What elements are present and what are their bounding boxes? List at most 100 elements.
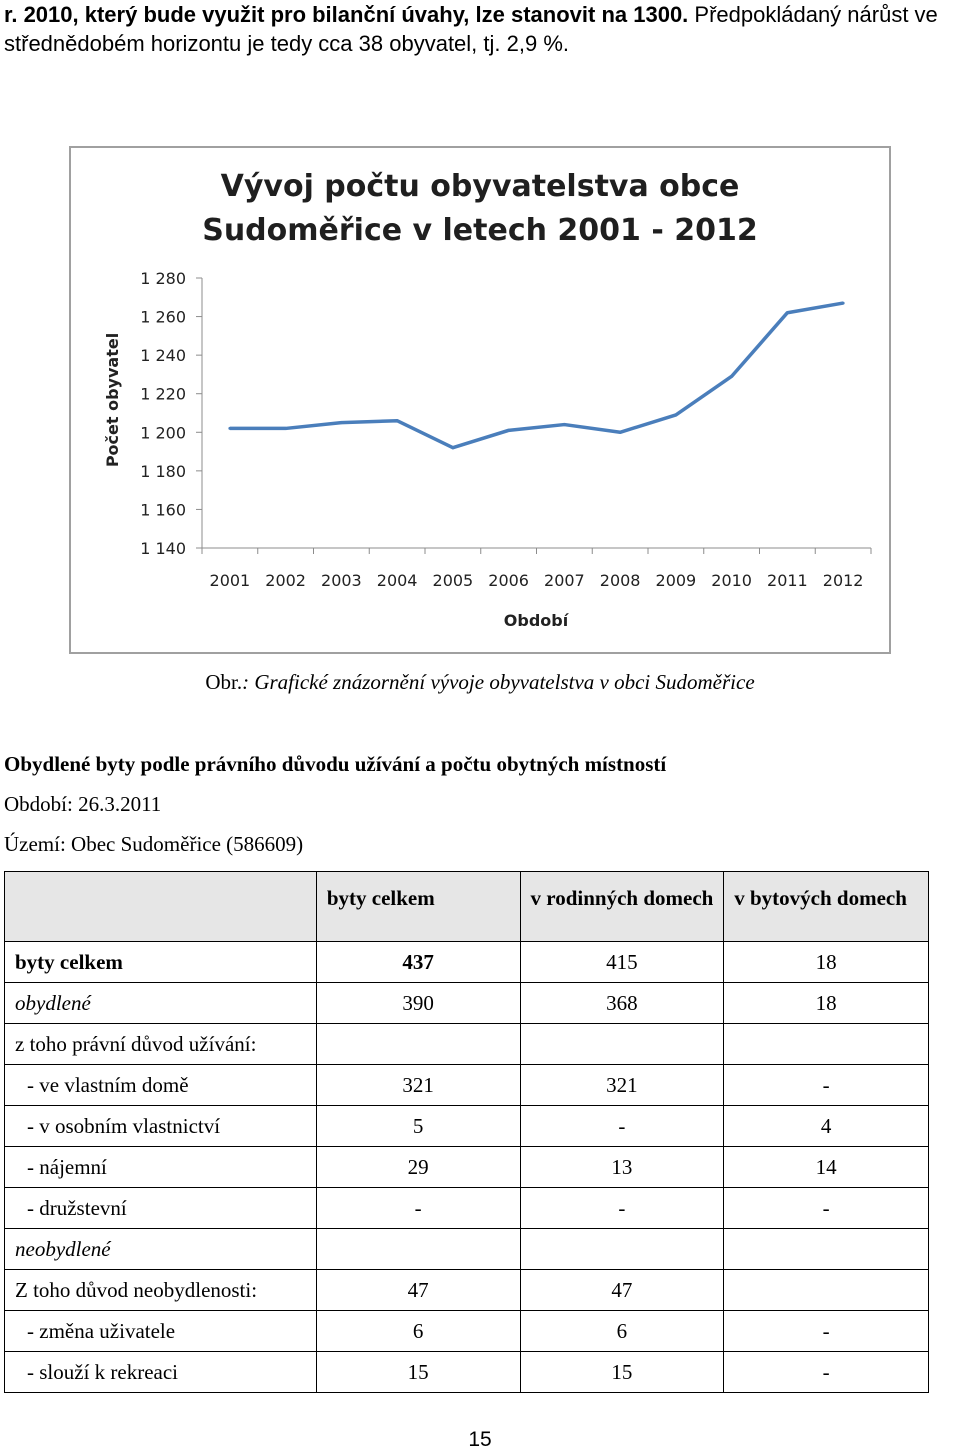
x-tick-label: 2001	[210, 571, 251, 590]
chart-title-line2: Sudoměřice v letech 2001 - 2012	[202, 213, 758, 248]
data-point	[228, 426, 232, 430]
caption-prefix: Obr.	[205, 670, 243, 694]
cell-family: 6	[519, 1310, 725, 1352]
table-row: - nájemní 29 13 14	[4, 1146, 929, 1188]
cell-total: 321	[315, 1064, 521, 1106]
x-tick-label: 2003	[321, 571, 362, 590]
table-row: - družstevní - - -	[4, 1187, 929, 1229]
table-row: obydlené 390 368 18	[4, 982, 929, 1024]
cell-family: 321	[519, 1064, 725, 1106]
data-point	[395, 419, 399, 423]
cell-family: 13	[519, 1146, 725, 1188]
cell-apartment: 18	[723, 941, 929, 983]
cell-total	[315, 1228, 521, 1270]
cell-family: 415	[519, 941, 725, 983]
cell-family: 368	[519, 982, 725, 1024]
figure-caption: Obr.: Grafické znázornění vývoje obyvate…	[0, 670, 960, 695]
intro-bold-text: r. 2010, který bude využit pro bilanční …	[4, 2, 689, 27]
x-tick-label: 2010	[711, 571, 752, 590]
table-row: - ve vlastním domě 321 321 -	[4, 1064, 929, 1106]
y-tick-label: 1 160	[140, 500, 186, 519]
cell-family: 15	[519, 1351, 725, 1393]
y-tick-label: 1 240	[140, 346, 186, 365]
table-header-row: byty celkem v rodinných domech v bytovýc…	[4, 871, 929, 942]
intro-paragraph: r. 2010, který bude využit pro bilanční …	[4, 0, 959, 58]
cell-apartment	[723, 1228, 929, 1270]
intro-text-rest: Předpokládaný nárůst ve	[688, 2, 938, 27]
cell-total: 5	[315, 1105, 521, 1147]
table-row: - v osobním vlastnictví 5 - 4	[4, 1105, 929, 1147]
cell-family	[519, 1228, 725, 1270]
x-tick-label: 2007	[544, 571, 585, 590]
cell-total: 47	[315, 1269, 521, 1311]
y-tick-label: 1 220	[140, 385, 186, 404]
row-label: - slouží k rekreaci	[4, 1351, 317, 1393]
cell-apartment: -	[723, 1187, 929, 1229]
data-point	[284, 426, 288, 430]
cell-total: -	[315, 1187, 521, 1229]
header-cell-total: byty celkem	[315, 871, 521, 942]
cell-total: 437	[315, 941, 521, 983]
x-tick-label: 2005	[433, 571, 474, 590]
row-label: - změna uživatele	[4, 1310, 317, 1352]
y-tick-label: 1 140	[140, 539, 186, 558]
x-tick-label: 2012	[823, 571, 864, 590]
header-cell-apartment-buildings: v bytových domech	[723, 871, 929, 942]
page-number: 15	[468, 1428, 492, 1451]
cell-family: 47	[519, 1269, 725, 1311]
population-chart: Vývoj počtu obyvatelstva obce Sudoměřice…	[69, 146, 891, 654]
row-label: neobydlené	[4, 1228, 317, 1270]
row-label: - družstevní	[4, 1187, 317, 1229]
row-label: Z toho důvod neobydlenosti:	[4, 1269, 317, 1311]
x-tick-label: 2002	[265, 571, 306, 590]
cell-total: 390	[315, 982, 521, 1024]
x-tick-label: 2008	[600, 571, 641, 590]
x-axis: 2001 2002 2003 2004 2005 2006 2007 2008 2009 2010…	[201, 547, 872, 590]
y-axis-title: Počet obyvatel	[103, 333, 122, 467]
series-line	[229, 301, 844, 450]
caption-text: : Grafické znázornění vývoje obyvatelstv…	[242, 670, 755, 694]
row-label: - v osobním vlastnictví	[4, 1105, 317, 1147]
y-tick-label: 1 260	[140, 308, 186, 327]
y-tick-label: 1 180	[140, 462, 186, 481]
row-label: obydlené	[4, 982, 317, 1024]
table-row: byty celkem 437 415 18	[4, 941, 929, 983]
series-population	[228, 301, 845, 450]
cell-total: 29	[315, 1146, 521, 1188]
cell-apartment: 14	[723, 1146, 929, 1188]
section-title: Obydlené byty podle právního důvodu užív…	[4, 752, 667, 776]
data-point	[785, 311, 789, 315]
data-point	[339, 421, 343, 425]
table-row: - změna uživatele 6 6 -	[4, 1310, 929, 1352]
y-tick-label: 1 280	[140, 269, 186, 288]
cell-total: 15	[315, 1351, 521, 1393]
data-point	[841, 301, 845, 305]
cell-family	[519, 1023, 725, 1065]
y-axis: 1 140 1 160 1 180 1 200 1 220 1 240 1 260 1 280	[140, 269, 203, 558]
cell-total: 6	[315, 1310, 521, 1352]
table-row: z toho právní důvod užívání:	[4, 1023, 929, 1065]
cell-family: -	[519, 1187, 725, 1229]
y-tick-label: 1 200	[140, 423, 186, 442]
housing-table: byty celkem v rodinných domech v bytovýc…	[4, 871, 929, 1393]
cell-apartment: 18	[723, 982, 929, 1024]
cell-apartment	[723, 1023, 929, 1065]
table-row: - slouží k rekreaci 15 15 -	[4, 1351, 929, 1393]
cell-total	[315, 1023, 521, 1065]
data-point	[730, 374, 734, 378]
cell-apartment: -	[723, 1310, 929, 1352]
row-label: - ve vlastním domě	[4, 1064, 317, 1106]
cell-apartment: -	[723, 1064, 929, 1106]
cell-apartment: -	[723, 1351, 929, 1393]
data-point	[507, 428, 511, 432]
cell-apartment: 4	[723, 1105, 929, 1147]
chart-title-line1: Vývoj počtu obyvatelstva obce	[221, 169, 740, 204]
population-chart-svg: Vývoj počtu obyvatelstva obce Sudoměřice…	[103, 169, 872, 630]
row-label: byty celkem	[4, 941, 317, 983]
data-point	[562, 423, 566, 427]
x-tick-label: 2011	[767, 571, 808, 590]
cell-family: -	[519, 1105, 725, 1147]
territory-label: Území: Obec Sudoměřice (586609)	[4, 832, 304, 856]
row-label: - nájemní	[4, 1146, 317, 1188]
header-cell-empty	[4, 871, 317, 942]
